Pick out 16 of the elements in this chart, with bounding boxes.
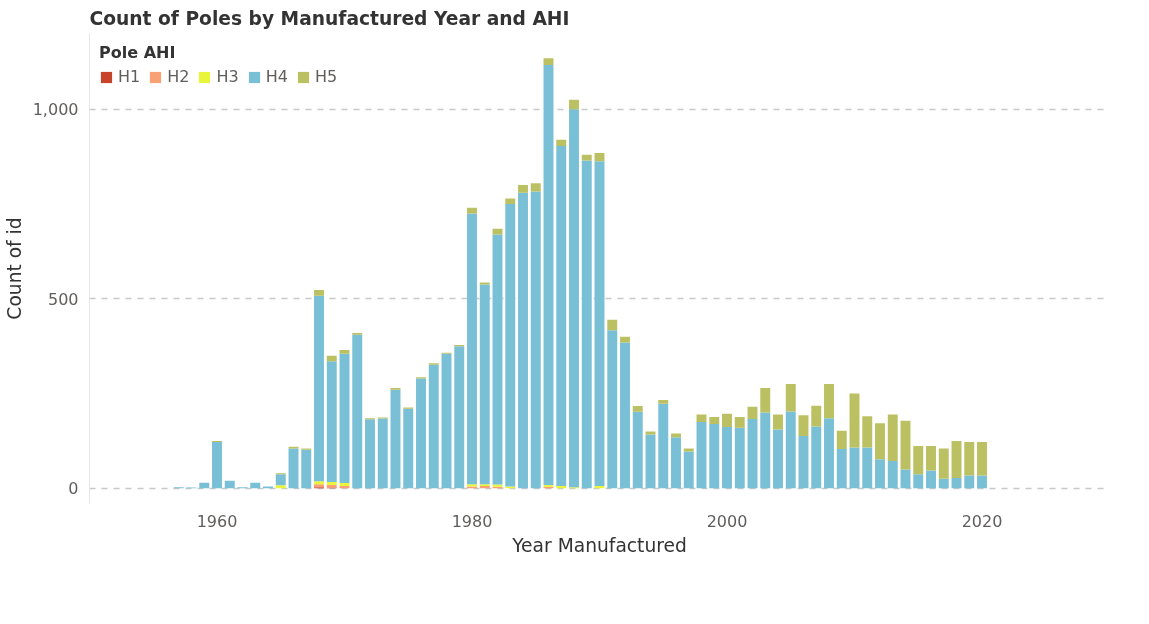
legend-label: H4 — [265, 67, 288, 86]
x-tick-label: 1960 — [196, 511, 238, 531]
y-tick-label: 1,000 — [32, 100, 79, 120]
legend-label: H5 — [314, 67, 338, 86]
x-tick-label: 2000 — [706, 511, 748, 531]
y-axis-title: Count of id — [3, 217, 25, 320]
y-tick-label: 500 — [47, 289, 79, 309]
chart-title: Count of Poles by Manufactured Year and AHI — [89, 7, 570, 29]
legend-label: H3 — [216, 67, 239, 86]
legend-title: Pole AHI — [99, 43, 177, 62]
x-tick-label: 1980 — [451, 511, 493, 531]
x-axis-title: Year Manufactured — [511, 534, 687, 556]
y-tick-label: 0 — [68, 479, 79, 499]
x-tick-label: 2020 — [961, 511, 1003, 531]
legend-label: H2 — [167, 67, 190, 86]
legend-label: H1 — [118, 67, 141, 86]
